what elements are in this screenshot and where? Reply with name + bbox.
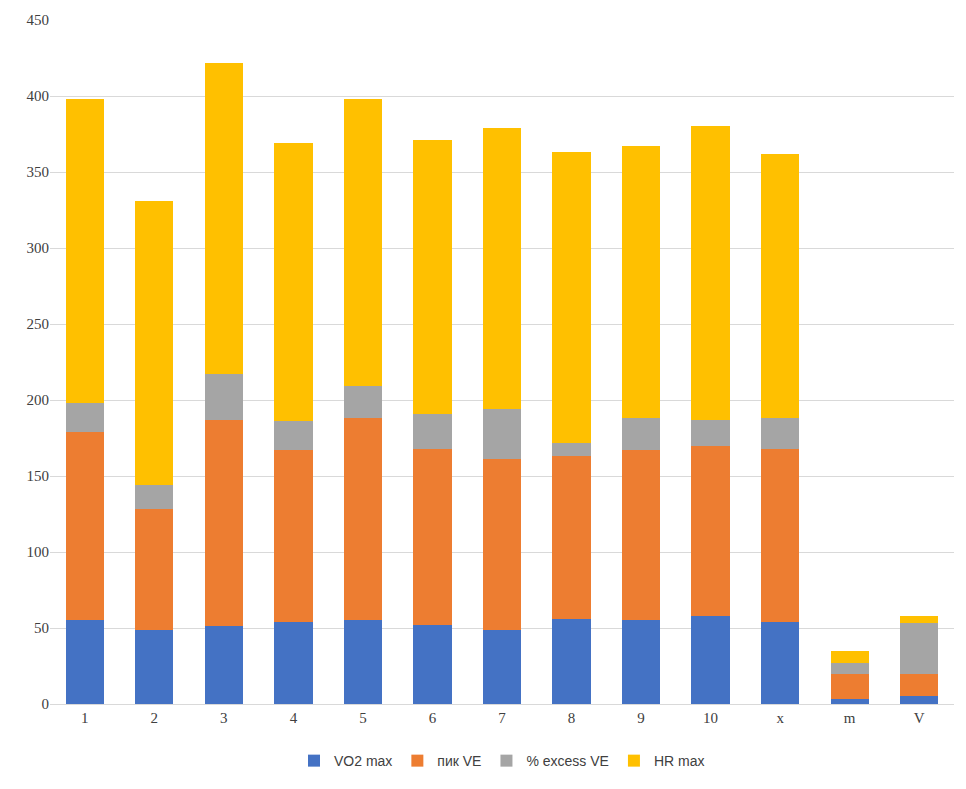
svg-text:100: 100 xyxy=(27,544,50,560)
svg-text:8: 8 xyxy=(568,710,576,726)
svg-text:6: 6 xyxy=(429,710,437,726)
svg-text:5: 5 xyxy=(359,710,367,726)
svg-text:пик VE: пик VE xyxy=(437,753,481,769)
svg-text:1: 1 xyxy=(81,710,89,726)
svg-text:V: V xyxy=(914,710,925,726)
svg-text:50: 50 xyxy=(34,620,49,636)
svg-text:m: m xyxy=(844,710,856,726)
svg-text:x: x xyxy=(776,710,784,726)
svg-text:% excess VE: % excess VE xyxy=(526,753,608,769)
svg-text:9: 9 xyxy=(637,710,645,726)
svg-text:4: 4 xyxy=(290,710,298,726)
svg-text:7: 7 xyxy=(498,710,506,726)
svg-text:350: 350 xyxy=(27,164,50,180)
svg-text:250: 250 xyxy=(27,316,50,332)
svg-text:450: 450 xyxy=(27,12,50,28)
svg-text:0: 0 xyxy=(42,696,50,712)
svg-text:3: 3 xyxy=(220,710,228,726)
svg-text:300: 300 xyxy=(27,240,50,256)
svg-text:HR max: HR max xyxy=(654,753,705,769)
svg-text:400: 400 xyxy=(27,88,50,104)
svg-text:200: 200 xyxy=(27,392,50,408)
svg-text:VO2 max: VO2 max xyxy=(334,753,392,769)
svg-text:150: 150 xyxy=(27,468,50,484)
svg-text:2: 2 xyxy=(151,710,159,726)
svg-text:10: 10 xyxy=(703,710,718,726)
